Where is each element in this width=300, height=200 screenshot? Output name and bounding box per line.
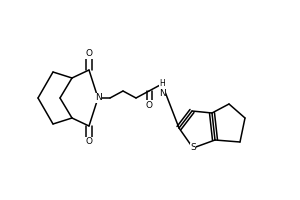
Text: H: H [159, 79, 165, 88]
Text: O: O [85, 49, 92, 58]
Text: O: O [85, 138, 92, 146]
Text: S: S [190, 144, 196, 152]
Text: N: N [159, 88, 165, 98]
Text: N: N [94, 94, 101, 102]
Text: O: O [146, 100, 152, 110]
